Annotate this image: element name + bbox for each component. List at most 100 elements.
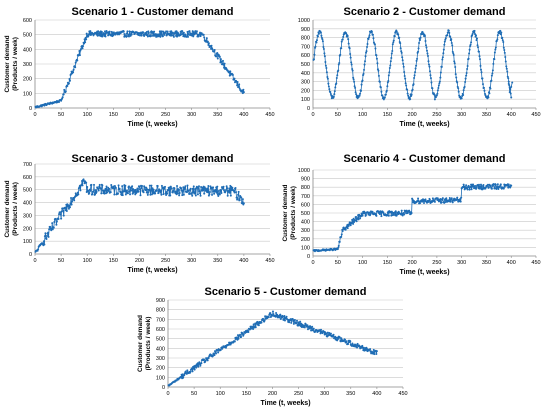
data-point: [177, 188, 180, 191]
y-tick-label: 500: [23, 188, 32, 194]
data-point: [440, 201, 443, 204]
data-point: [167, 188, 170, 191]
data-point: [359, 347, 362, 350]
y-tick-label: 500: [301, 211, 310, 217]
y-tick-label: 600: [301, 53, 310, 59]
y-tick-label: 600: [23, 18, 32, 24]
data-point: [165, 30, 168, 33]
data-point: [323, 55, 326, 58]
data-point: [299, 320, 302, 323]
data-point: [132, 188, 135, 191]
data-point: [404, 82, 407, 85]
data-point: [509, 186, 512, 189]
data-point: [383, 96, 386, 99]
x-tick-label: 150: [383, 112, 392, 118]
data-point: [44, 232, 47, 235]
data-point: [154, 192, 157, 195]
data-point: [319, 31, 322, 34]
data-point: [121, 194, 124, 197]
data-point: [345, 340, 348, 343]
data-point: [197, 365, 200, 368]
data-point: [235, 196, 238, 199]
data-point: [360, 212, 363, 215]
data-point: [355, 215, 358, 218]
data-point: [425, 49, 428, 52]
y-tick-label: 1000: [298, 168, 310, 174]
data-point: [403, 213, 406, 216]
data-point: [264, 315, 267, 318]
data-point: [217, 194, 220, 197]
data-point: [315, 39, 318, 42]
data-point: [379, 86, 382, 89]
data-point: [441, 198, 444, 201]
data-point: [195, 32, 198, 35]
data-point: [493, 58, 496, 61]
data-point: [192, 35, 195, 38]
data-point: [315, 41, 318, 44]
data-point: [471, 33, 474, 36]
data-point: [340, 40, 343, 43]
data-point: [187, 35, 190, 38]
data-point: [492, 62, 495, 65]
data-point: [319, 332, 322, 335]
data-point: [66, 84, 69, 87]
data-point: [503, 51, 506, 54]
data-point: [89, 189, 92, 192]
data-point: [364, 55, 367, 58]
data-point: [493, 51, 496, 54]
chart-panel-3: Scenario 3 - Customer demand 0 100 200 300 40…: [4, 153, 275, 274]
data-point: [81, 47, 84, 50]
data-point: [450, 38, 453, 41]
x-tick-label: 200: [135, 112, 144, 118]
data-point: [242, 91, 245, 94]
data-point: [473, 31, 476, 34]
data-point: [191, 194, 194, 197]
data-point: [312, 327, 315, 330]
data-point: [417, 197, 420, 200]
data-point: [473, 187, 476, 190]
data-point: [507, 183, 510, 186]
data-point: [188, 30, 191, 33]
data-point: [444, 200, 447, 203]
data-point: [104, 187, 107, 190]
data-point: [334, 86, 337, 89]
data-point: [114, 33, 117, 36]
data-point: [424, 198, 427, 201]
data-point: [61, 207, 64, 210]
data-point: [497, 188, 500, 191]
data-point: [148, 189, 151, 192]
y-tick-label: 700: [301, 44, 310, 50]
data-point: [434, 96, 437, 99]
data-point: [418, 42, 421, 45]
data-point: [164, 192, 167, 195]
data-point: [77, 193, 80, 196]
data-point: [364, 212, 367, 215]
data-point: [462, 183, 465, 186]
data-point: [445, 197, 448, 200]
data-point: [187, 189, 190, 192]
data-point: [147, 191, 150, 194]
data-point: [443, 40, 446, 43]
data-point: [341, 38, 344, 41]
data-point: [269, 312, 272, 315]
data-point: [263, 319, 266, 322]
data-point: [160, 184, 163, 187]
data-point: [375, 214, 378, 217]
data-point: [454, 66, 457, 68]
data-point: [493, 187, 496, 190]
data-point: [118, 187, 121, 190]
data-point: [332, 333, 335, 336]
data-point: [207, 42, 210, 45]
data-point: [199, 364, 202, 367]
data-point: [400, 209, 403, 212]
data-point: [402, 65, 405, 68]
x-axis-label: Time (t, weeks): [399, 121, 449, 128]
data-point: [426, 52, 429, 55]
data-point: [166, 192, 169, 195]
data-point: [500, 31, 503, 34]
y-axis-label-units: (Products / week): [12, 182, 19, 236]
data-point: [341, 230, 344, 233]
data-point: [438, 82, 441, 85]
x-tick-label: 50: [335, 112, 341, 118]
data-point: [428, 198, 431, 201]
